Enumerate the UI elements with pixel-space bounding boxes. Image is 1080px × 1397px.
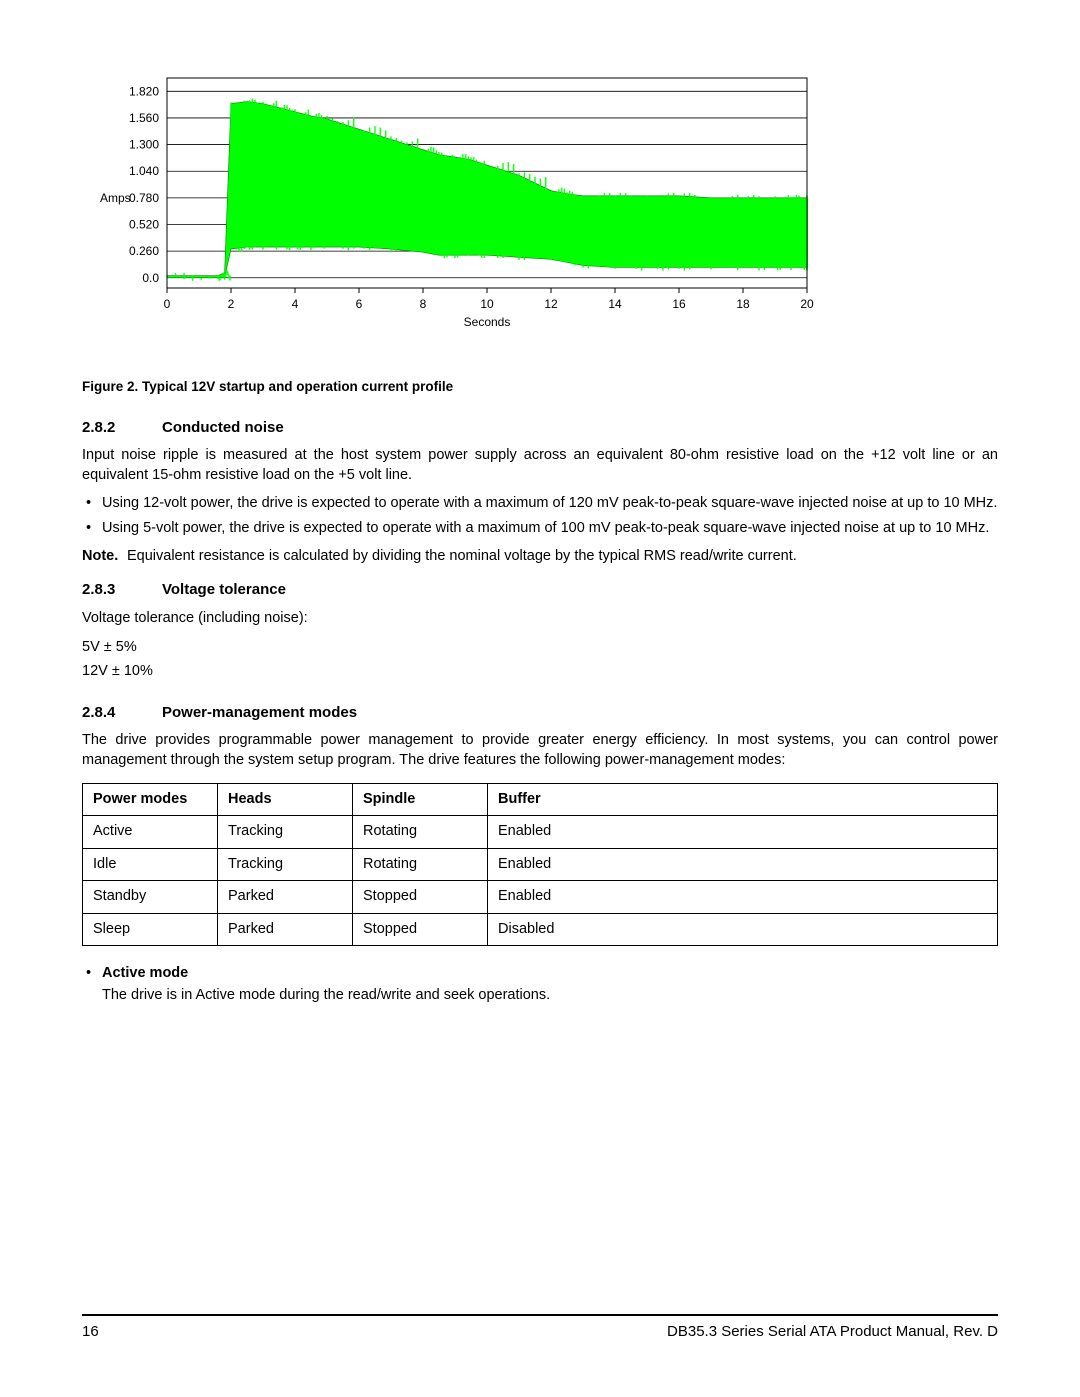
svg-text:0.520: 0.520 <box>129 217 159 231</box>
mode-desc: The drive is in Active mode during the r… <box>102 986 998 1006</box>
svg-text:18: 18 <box>736 297 750 311</box>
table-header: Heads <box>218 783 353 816</box>
page-footer: 16 DB35.3 Series Serial ATA Product Manu… <box>82 1314 998 1342</box>
svg-text:Seconds: Seconds <box>464 315 511 329</box>
mode-list: Active mode The drive is in Active mode … <box>82 964 998 1005</box>
conducted-noise-para: Input noise ripple is measured at the ho… <box>82 446 998 485</box>
figure-caption: Figure 2. Typical 12V startup and operat… <box>82 378 998 396</box>
section-number: 2.8.4 <box>82 703 162 723</box>
svg-text:0.780: 0.780 <box>129 191 159 205</box>
section-title: Conducted noise <box>162 418 284 438</box>
table-cell: Rotating <box>353 848 488 881</box>
table-cell: Stopped <box>353 913 488 946</box>
doc-title: DB35.3 Series Serial ATA Product Manual,… <box>667 1322 998 1342</box>
section-number: 2.8.2 <box>82 418 162 438</box>
table-row: SleepParkedStoppedDisabled <box>83 913 998 946</box>
table-row: StandbyParkedStoppedEnabled <box>83 881 998 914</box>
table-cell: Disabled <box>488 913 998 946</box>
chart-svg: 1.820 1.560 1.300 1.040 0.780 0.520 0.260 0.0 Am… <box>92 70 842 360</box>
section-2-8-3-heading: 2.8.3 Voltage tolerance <box>82 580 998 600</box>
note-text: Equivalent resistance is calculated by d… <box>127 547 998 567</box>
svg-text:1.820: 1.820 <box>129 84 159 98</box>
list-item: Using 5-volt power, the drive is expecte… <box>82 519 998 539</box>
table-cell: Parked <box>218 881 353 914</box>
section-2-8-2-heading: 2.8.2 Conducted noise <box>82 418 998 438</box>
table-header: Spindle <box>353 783 488 816</box>
table-cell: Sleep <box>83 913 218 946</box>
table-cell: Active <box>83 816 218 849</box>
svg-text:1.040: 1.040 <box>129 164 159 178</box>
note-label: Note. <box>82 547 127 567</box>
table-row: IdleTrackingRotatingEnabled <box>83 848 998 881</box>
svg-text:14: 14 <box>608 297 622 311</box>
table-cell: Enabled <box>488 816 998 849</box>
svg-text:16: 16 <box>672 297 686 311</box>
svg-text:0: 0 <box>164 297 171 311</box>
svg-text:4: 4 <box>292 297 299 311</box>
table-cell: Standby <box>83 881 218 914</box>
voltage-tolerance-intro: Voltage tolerance (including noise): <box>82 609 998 629</box>
table-cell: Enabled <box>488 848 998 881</box>
svg-text:10: 10 <box>480 297 494 311</box>
power-mgmt-para: The drive provides programmable power ma… <box>82 731 998 770</box>
table-header: Power modes <box>83 783 218 816</box>
section-title: Voltage tolerance <box>162 580 286 600</box>
table-cell: Idle <box>83 848 218 881</box>
section-number: 2.8.3 <box>82 580 162 600</box>
svg-text:0.0: 0.0 <box>142 271 159 285</box>
svg-text:8: 8 <box>420 297 427 311</box>
page-number: 16 <box>82 1322 99 1342</box>
svg-text:1.300: 1.300 <box>129 138 159 152</box>
list-item: Using 12-volt power, the drive is expect… <box>82 494 998 514</box>
svg-text:2: 2 <box>228 297 235 311</box>
note: Note. Equivalent resistance is calculate… <box>82 547 998 567</box>
table-cell: Tracking <box>218 816 353 849</box>
section-2-8-4-heading: 2.8.4 Power-management modes <box>82 703 998 723</box>
list-item: Active mode The drive is in Active mode … <box>82 964 998 1005</box>
table-header: Buffer <box>488 783 998 816</box>
svg-text:6: 6 <box>356 297 363 311</box>
table-cell: Tracking <box>218 848 353 881</box>
current-profile-chart: 1.820 1.560 1.300 1.040 0.780 0.520 0.260 0.0 Am… <box>92 70 998 360</box>
tolerance-5v: 5V ± 5% <box>82 638 998 658</box>
svg-text:Amps: Amps <box>100 191 131 205</box>
svg-text:1.560: 1.560 <box>129 111 159 125</box>
table-row: ActiveTrackingRotatingEnabled <box>83 816 998 849</box>
conducted-noise-list: Using 12-volt power, the drive is expect… <box>82 494 998 539</box>
mode-title: Active mode <box>102 964 998 984</box>
section-title: Power-management modes <box>162 703 357 723</box>
svg-text:12: 12 <box>544 297 558 311</box>
table-cell: Rotating <box>353 816 488 849</box>
tolerance-12v: 12V ± 10% <box>82 662 998 682</box>
table-cell: Parked <box>218 913 353 946</box>
table-cell: Stopped <box>353 881 488 914</box>
svg-text:20: 20 <box>800 297 814 311</box>
table-cell: Enabled <box>488 881 998 914</box>
svg-text:0.260: 0.260 <box>129 244 159 258</box>
power-modes-table: Power modesHeadsSpindleBuffer ActiveTrac… <box>82 783 998 947</box>
